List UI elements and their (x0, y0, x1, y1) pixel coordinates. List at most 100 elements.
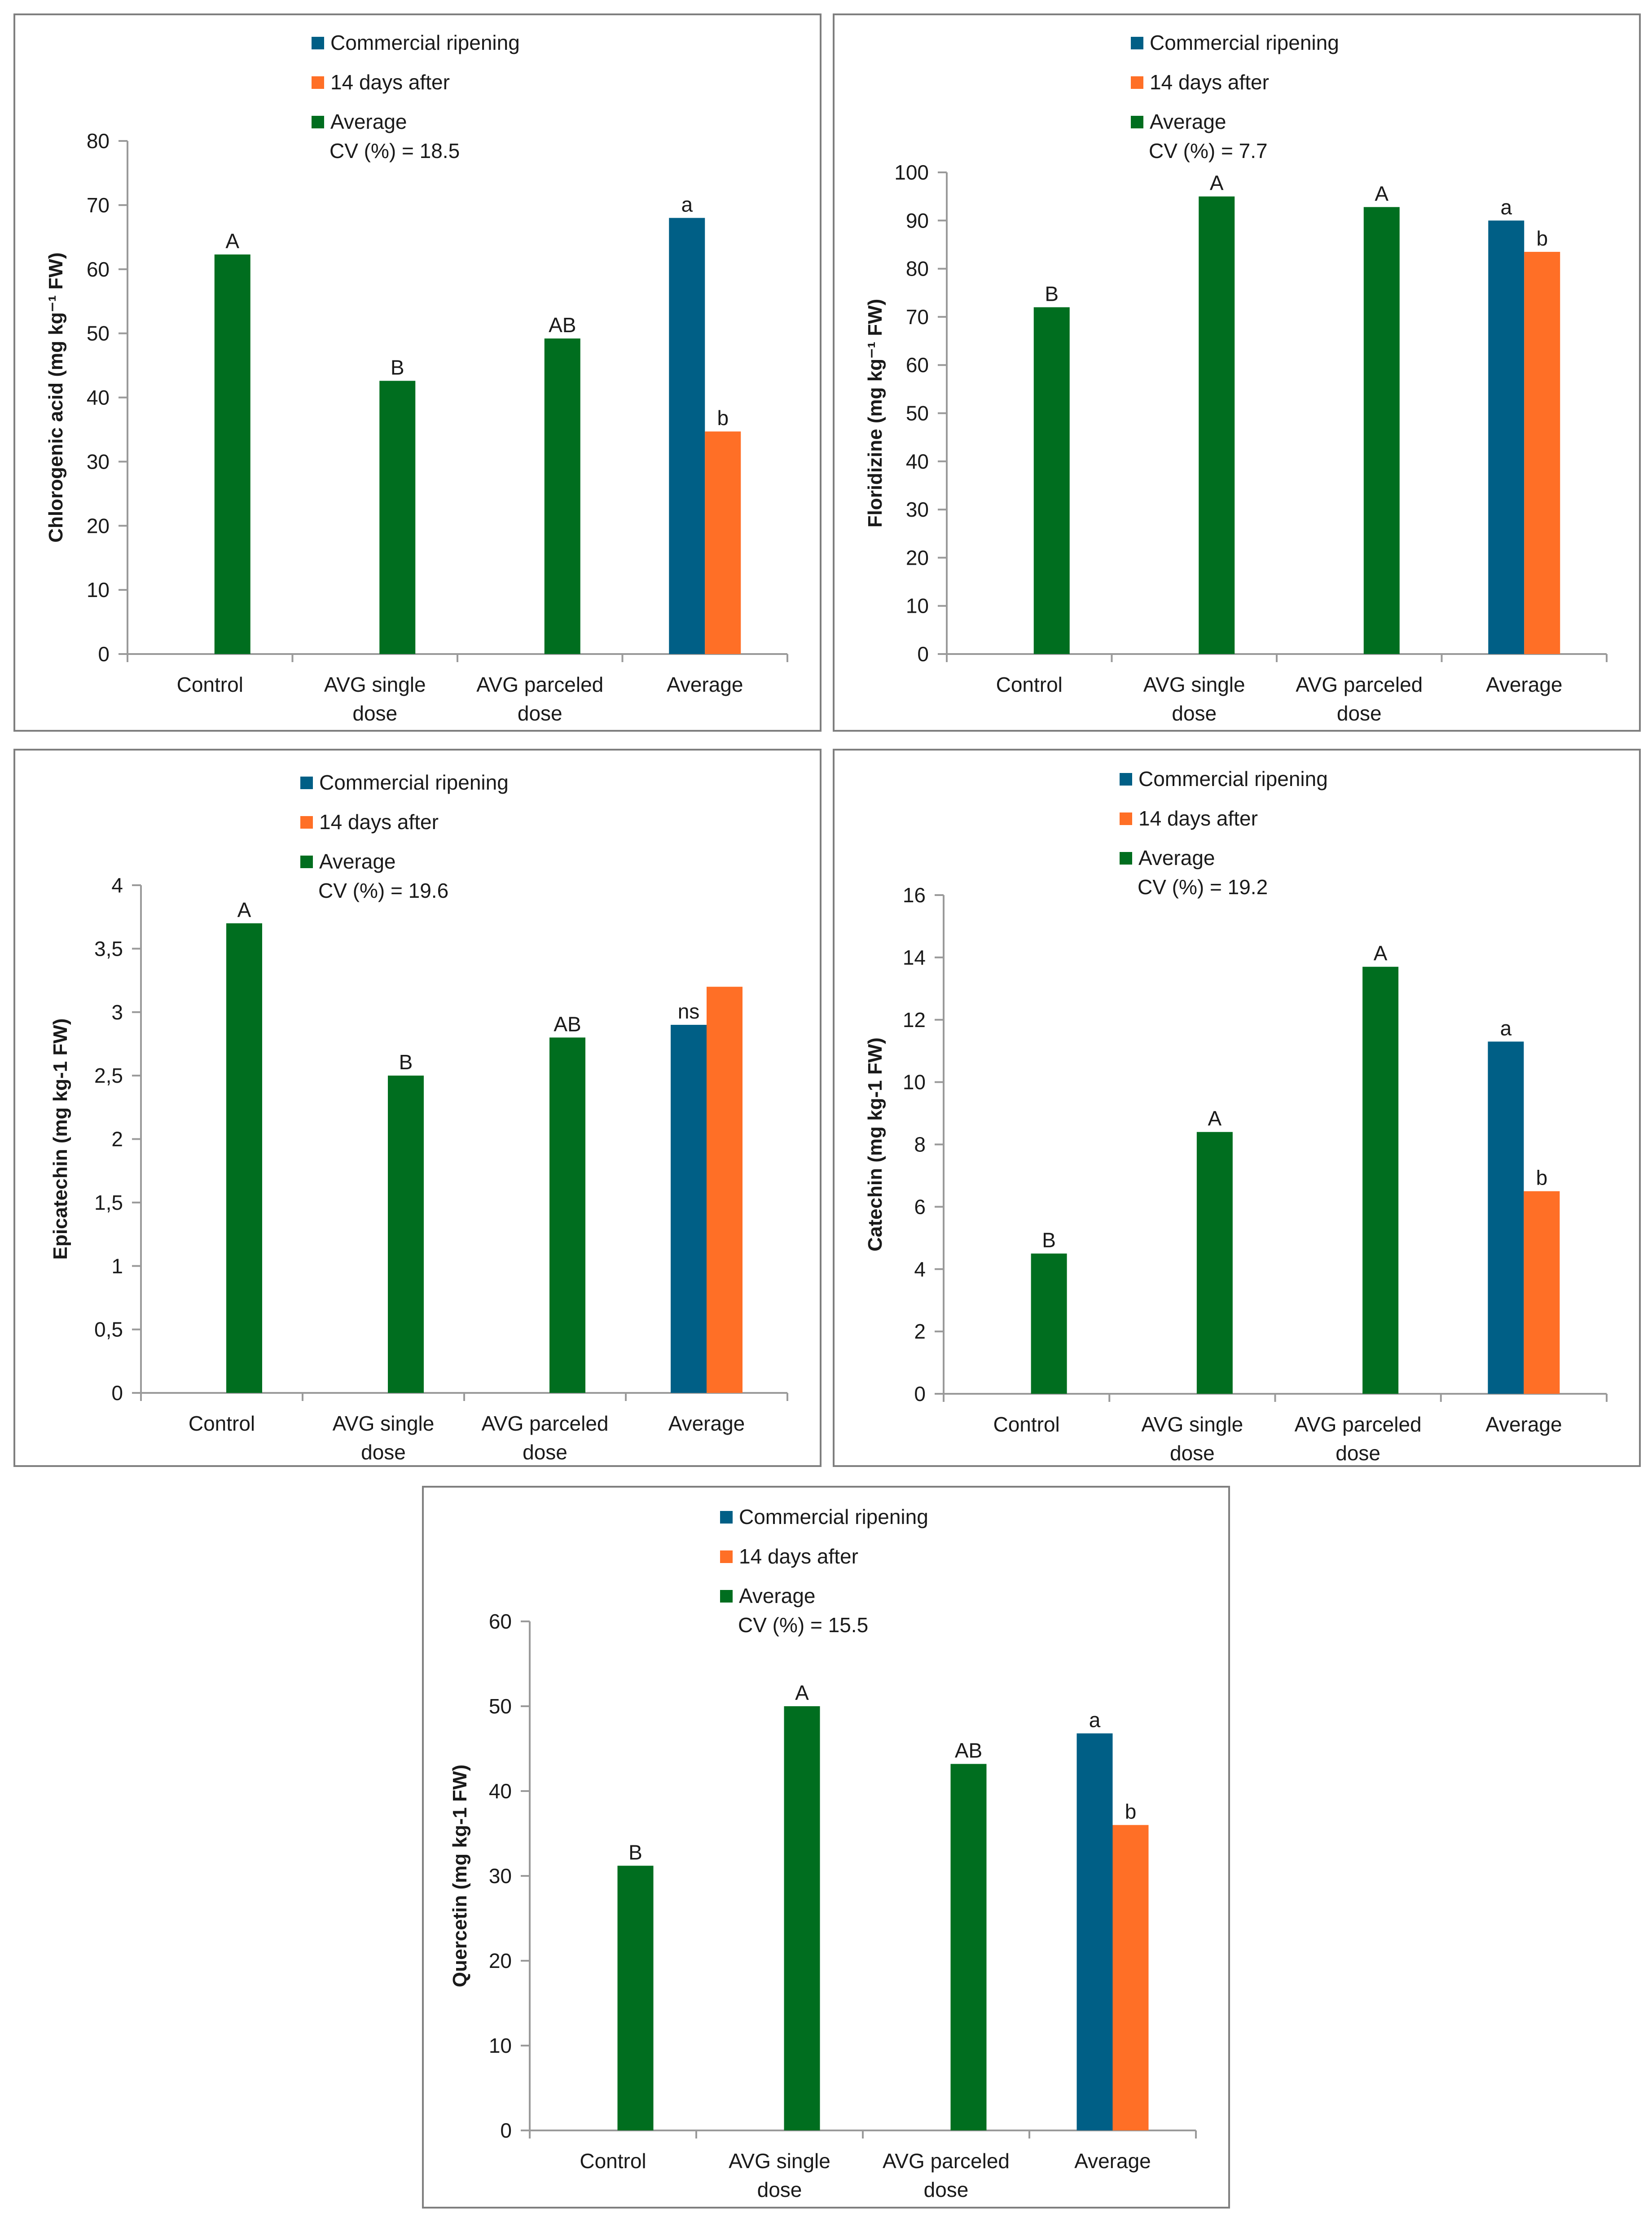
y-tick-label: 30 (906, 498, 929, 521)
data-label: A (1375, 182, 1388, 205)
bar-14-days-after (705, 431, 741, 654)
y-tick-label: 20 (906, 546, 929, 569)
chart-svg: Commercial ripening 14 days after Average C… (45, 31, 788, 725)
bar-average (950, 1764, 987, 2130)
bar-average (617, 1866, 654, 2130)
legend-label-average: Average (319, 850, 396, 873)
chart-floridizine: Commercial ripening 14 days after Average C… (833, 13, 1641, 732)
data-label: B (391, 356, 404, 379)
y-axis-title: Quercetin (mg kg-1 FW) (449, 1765, 471, 1987)
x-tick-label: AVG parceled (1295, 1413, 1422, 1436)
bar-average (1199, 196, 1235, 654)
y-tick-label: 100 (894, 161, 929, 184)
data-label: b (1536, 1166, 1548, 1190)
chart-epicatechin: Commercial ripening 14 days after Average C… (13, 749, 822, 1467)
data-label: A (1374, 942, 1388, 965)
bar-average (784, 1706, 820, 2130)
y-tick-label: 14 (903, 946, 926, 969)
y-tick-label: 3 (111, 1001, 123, 1024)
y-tick-label: 0 (98, 642, 110, 666)
y-tick-label: 0,5 (94, 1318, 123, 1341)
data-label: A (237, 898, 251, 922)
x-tick-label: Average (1074, 2149, 1151, 2173)
legend-label-commercial: Commercial ripening (319, 771, 509, 794)
cv-label: CV (%) = 19.2 (1138, 875, 1268, 899)
y-tick-label: 6 (914, 1195, 926, 1218)
bar-average (226, 923, 262, 1393)
y-axis-title: Epicatechin (mg kg-1 FW) (49, 1019, 71, 1260)
legend-label-commercial: Commercial ripening (1150, 31, 1339, 54)
x-tick-label: dose (361, 1440, 406, 1464)
legend-label-average: Average (1150, 110, 1226, 133)
legend-label-after: 14 days after (319, 810, 439, 834)
x-tick-label: Average (668, 1412, 745, 1435)
y-tick-label: 10 (906, 594, 929, 618)
y-tick-label: 60 (489, 1610, 512, 1633)
legend-swatch-commercial (1131, 37, 1143, 49)
legend-swatch-average (1131, 116, 1143, 128)
data-label: AB (554, 1012, 581, 1036)
x-tick-label: dose (1170, 1441, 1215, 1465)
bar-average (388, 1076, 424, 1393)
legend-label-commercial: Commercial ripening (739, 1505, 928, 1528)
chart-svg: Commercial ripening 14 days after Average C… (864, 31, 1608, 725)
legend-label-after: 14 days after (330, 70, 450, 94)
x-tick-label: Control (580, 2149, 646, 2173)
bar-average (1363, 207, 1400, 654)
y-tick-label: 50 (489, 1695, 512, 1718)
legend-swatch-average (720, 1590, 733, 1603)
data-label: B (399, 1050, 413, 1074)
data-label: B (1042, 1229, 1056, 1252)
y-tick-label: 60 (906, 353, 929, 377)
x-tick-label: Average (667, 673, 743, 696)
bar-average (544, 338, 580, 654)
y-axis-title: Catechin (mg kg-1 FW) (864, 1037, 886, 1252)
x-tick-label: Control (177, 673, 243, 696)
legend-label-after: 14 days after (1138, 807, 1258, 830)
chart-quercetin: Commercial ripening 14 days after Average C… (422, 1486, 1230, 2209)
x-tick-label: Control (996, 673, 1063, 696)
x-tick-label: dose (523, 1440, 567, 1464)
y-tick-label: 20 (489, 1949, 512, 1972)
y-tick-label: 70 (87, 193, 110, 217)
x-tick-label: Control (189, 1412, 255, 1435)
data-label: a (1089, 1708, 1101, 1731)
bar-average (549, 1037, 585, 1393)
data-label: ns (678, 1000, 700, 1023)
y-tick-label: 40 (906, 450, 929, 473)
x-tick-label: dose (352, 702, 397, 725)
bar-14-days-after (1112, 1825, 1149, 2130)
y-tick-label: 4 (111, 874, 123, 897)
legend-swatch-after (300, 816, 313, 829)
y-tick-label: 40 (489, 1779, 512, 1803)
x-tick-label: dose (1336, 1441, 1380, 1465)
x-tick-label: dose (518, 702, 562, 725)
bar-average (1033, 307, 1070, 654)
chart-svg: Commercial ripening 14 days after Average C… (864, 767, 1608, 1465)
cv-label: CV (%) = 19.6 (318, 879, 448, 902)
chart-svg: Commercial ripening 14 days after Average C… (49, 771, 788, 1464)
x-tick-label: AVG parceled (883, 2149, 1010, 2173)
y-tick-label: 2 (111, 1128, 123, 1151)
legend-swatch-average (312, 116, 324, 128)
y-tick-label: 0 (914, 1382, 926, 1405)
y-tick-label: 3,5 (94, 937, 123, 960)
data-label: a (1500, 195, 1512, 219)
data-label: b (717, 406, 729, 430)
x-tick-label: AVG single (324, 673, 426, 696)
y-tick-label: 20 (87, 514, 110, 537)
y-tick-label: 90 (906, 209, 929, 232)
bar-average (1031, 1253, 1067, 1394)
x-tick-label: AVG single (1142, 1413, 1243, 1436)
y-tick-label: 0 (500, 2119, 512, 2142)
bar-average (1196, 1132, 1233, 1394)
x-tick-label: AVG parceled (482, 1412, 609, 1435)
y-tick-label: 50 (906, 402, 929, 425)
legend-swatch-commercial (300, 777, 313, 789)
legend-label-commercial: Commercial ripening (330, 31, 520, 54)
bar-14-days-after (707, 987, 743, 1393)
data-label: A (1208, 1107, 1222, 1130)
x-tick-label: AVG single (729, 2149, 830, 2173)
bar-commercial-ripening (1488, 1041, 1524, 1394)
legend-swatch-commercial (1120, 773, 1132, 786)
